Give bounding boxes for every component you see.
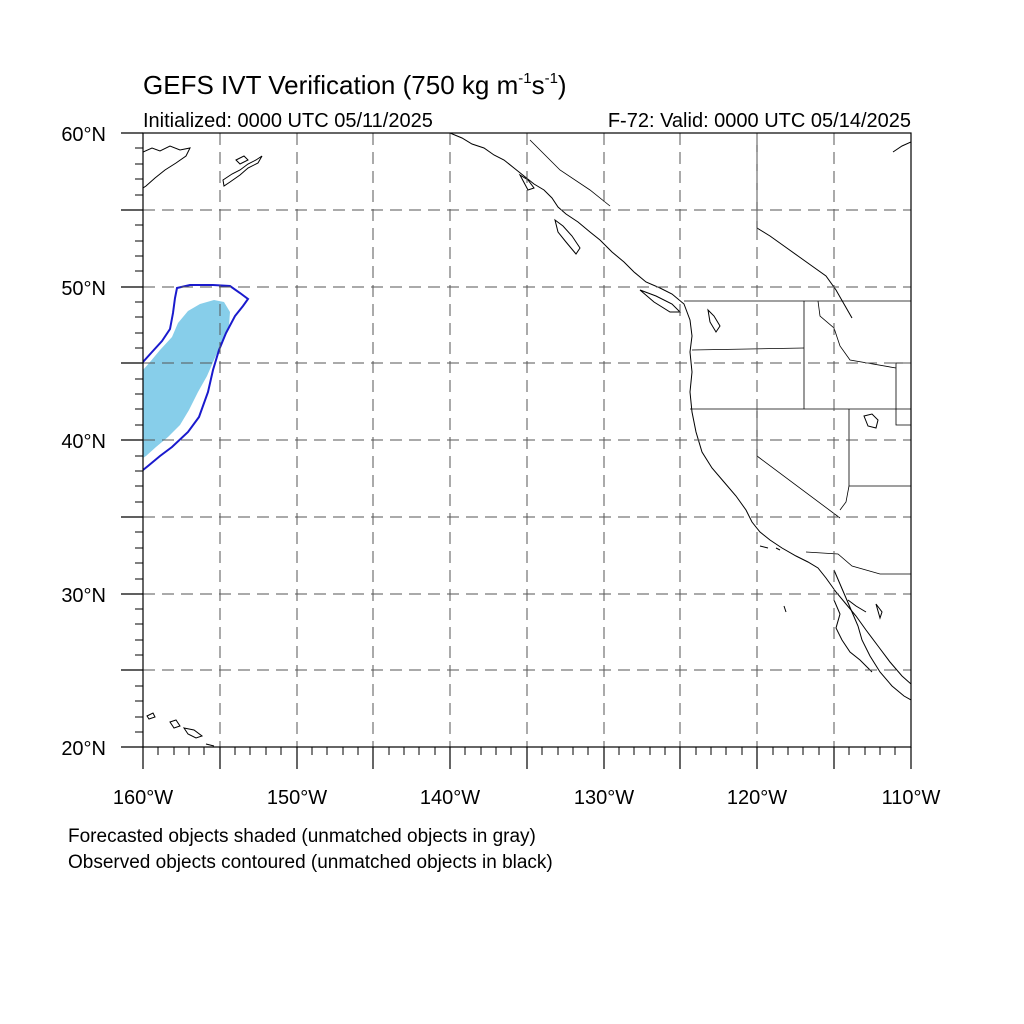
lon-labels: 160°W 150°W 140°W 130°W 120°W 110°W — [113, 787, 941, 809]
lon-minor-ticks — [157, 747, 896, 755]
graticule — [143, 133, 911, 747]
major-ticks — [121, 132, 912, 769]
observed-legend-note: Observed objects contoured (unmatched ob… — [68, 852, 553, 873]
lon-label-120w: 120°W — [727, 787, 787, 809]
valid-time-label: F-72: Valid: 0000 UTC 05/14/2025 — [607, 110, 911, 132]
coastlines — [143, 133, 911, 747]
lon-label-110w: 110°W — [882, 787, 941, 809]
plot-frame — [142, 132, 912, 748]
map-title: GEFS IVT Verification (750 kg m-1s-1) — [143, 70, 567, 100]
lat-label-60: 60°N — [61, 124, 106, 146]
political-borders — [529, 133, 911, 575]
lon-label-150w: 150°W — [267, 787, 327, 809]
lat-label-20: 20°N — [61, 738, 106, 760]
forecast-legend-note: Forecasted objects shaded (unmatched obj… — [68, 826, 536, 847]
lat-label-50: 50°N — [61, 278, 106, 300]
lat-label-30: 30°N — [61, 585, 106, 607]
initialized-label: Initialized: 0000 UTC 05/11/2025 — [143, 110, 433, 132]
forecast-ivt-object — [143, 300, 230, 458]
observed-ivt-contour — [143, 284, 250, 471]
lon-label-160w: 160°W — [113, 787, 173, 809]
lat-labels: 60°N 50°N 40°N 30°N 20°N — [61, 124, 106, 760]
lat-minor-ticks — [135, 147, 143, 733]
lon-label-130w: 130°W — [574, 787, 634, 809]
lon-label-140w: 140°W — [420, 787, 480, 809]
lat-label-40: 40°N — [61, 431, 106, 453]
